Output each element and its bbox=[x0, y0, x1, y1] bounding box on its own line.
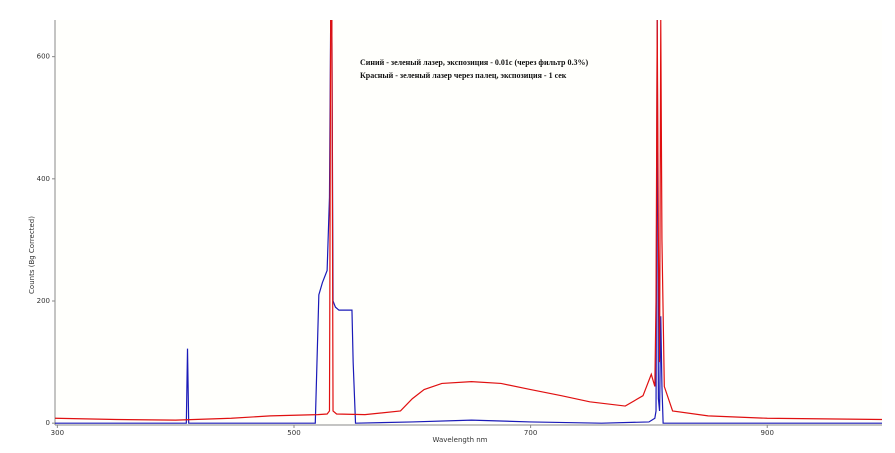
x-axis-label: Wavelength nm bbox=[432, 436, 487, 444]
y-tick-label: 400 bbox=[37, 175, 50, 183]
x-tick-label: 300 bbox=[51, 429, 64, 437]
y-tick-label: 0 bbox=[46, 419, 50, 427]
y-tick-label: 200 bbox=[37, 297, 50, 305]
series-line bbox=[55, 20, 882, 421]
x-tick-label: 900 bbox=[761, 429, 774, 437]
plot-area bbox=[55, 20, 882, 425]
y-axis-label: Counts (Bg Corrected) bbox=[28, 216, 36, 294]
x-tick-label: 500 bbox=[287, 429, 300, 437]
y-tick-label: 600 bbox=[37, 53, 50, 61]
series-line bbox=[55, 20, 882, 424]
annotation: Синий - зеленый лазер, экспозиция - 0.01… bbox=[360, 58, 588, 67]
annotation: Красный - зеленый лазер через палец, экс… bbox=[360, 71, 567, 80]
x-tick-label: 700 bbox=[524, 429, 537, 437]
